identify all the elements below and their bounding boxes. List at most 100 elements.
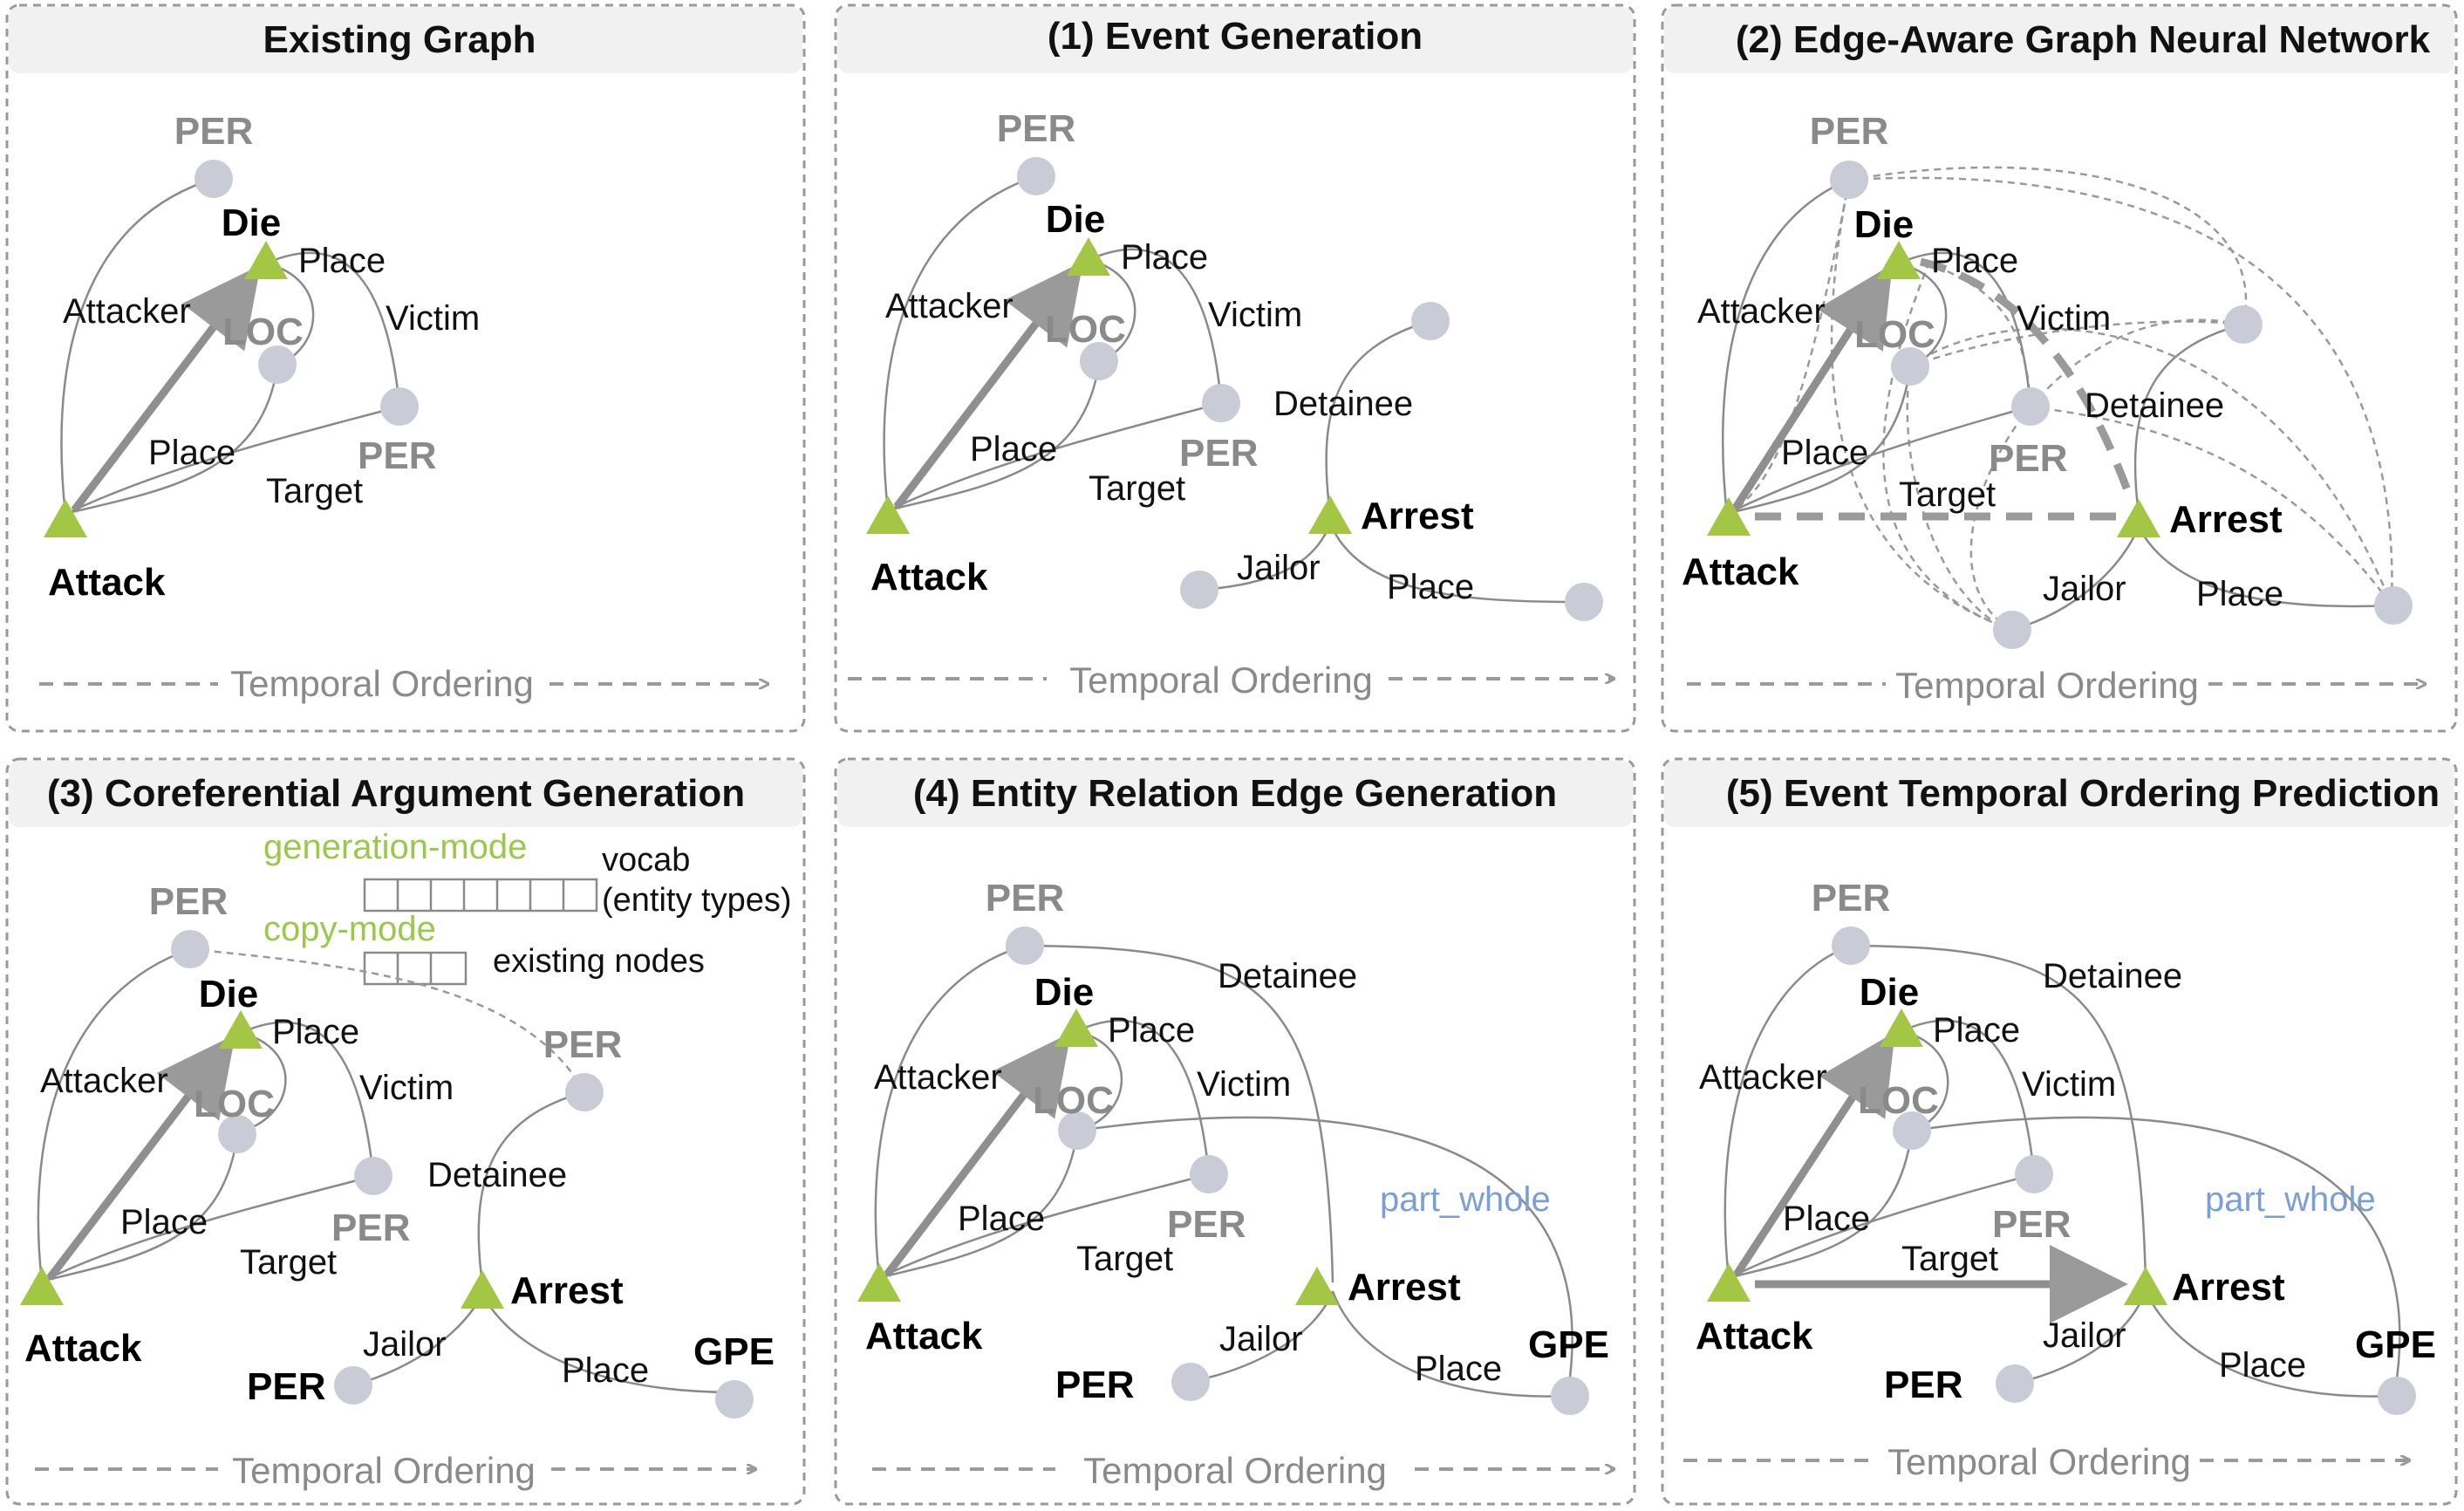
gnn-edge	[2030, 405, 2393, 606]
edge-attack-per	[67, 405, 400, 515]
panel-existing-graph: Existing Graph PER Die Place Attacker Vi…	[5, 3, 806, 733]
type-label-per-top: PER	[986, 877, 1064, 920]
edge-label-place-arrest: Place	[1415, 1350, 1502, 1388]
edge-label-detainee: Detainee	[427, 1156, 567, 1194]
trigger-node-die	[1067, 237, 1110, 276]
entity-types-label: (entity types)	[602, 882, 792, 919]
type-label-per-top: PER	[174, 110, 253, 153]
edge-die-victim	[265, 251, 401, 407]
temporal-label: Temporal Ordering	[230, 663, 534, 704]
type-label-per-jailor: PER	[247, 1365, 325, 1408]
edge-die-victim	[1901, 1019, 2036, 1175]
type-label-per-top: PER	[1810, 110, 1888, 153]
temporal-label: Temporal Ordering	[1895, 665, 2199, 706]
panel-title: (2) Edge-Aware Graph Neural Network	[1736, 18, 2431, 61]
edge-attack-loc	[67, 366, 279, 515]
entity-node-per-top	[1832, 926, 1870, 965]
entity-node-per-right	[2015, 1155, 2053, 1193]
copy-cells	[363, 951, 468, 986]
edge-attack-per	[890, 401, 1222, 511]
edge-label-place-bottom: Place	[1783, 1200, 1870, 1238]
trigger-node-arrest	[2117, 499, 2160, 537]
entity-node-loc	[1893, 1111, 1931, 1150]
edge-label-victim: Victim	[2017, 299, 2111, 338]
panel-title-bar	[837, 761, 1633, 827]
event-edge-attack-die	[1730, 263, 1893, 513]
relation-edge-part-whole	[1076, 1116, 1573, 1391]
trigger-node-arrest	[1308, 496, 1352, 534]
edge-jailor	[1190, 1290, 1334, 1384]
edge-label-detainee: Detainee	[1218, 957, 1357, 995]
edge-attack-loc	[1730, 1132, 1914, 1279]
edge-label-victim: Victim	[386, 299, 480, 338]
panel-border	[834, 757, 1636, 1506]
edge-attack-loc	[880, 1132, 1079, 1279]
event-edge-attack-die	[71, 264, 261, 513]
trigger-node-die	[1880, 1008, 1923, 1047]
panel-title: (5) Event Temporal Ordering Prediction	[1726, 772, 2440, 815]
generation-mode-label: generation-mode	[263, 828, 527, 866]
edge-label-place-top: Place	[1933, 1011, 2020, 1049]
edge-label-detainee: Detainee	[1273, 385, 1413, 423]
trigger-node-attack	[866, 496, 910, 534]
trigger-label-attack: Attack	[1682, 550, 1799, 593]
trigger-node-die	[1877, 241, 1921, 279]
edge-attack-per	[880, 1173, 1210, 1279]
edge-label-attacker: Attacker	[40, 1062, 168, 1100]
type-label-per-right: PER	[1992, 1203, 2071, 1246]
edge-detainee	[477, 1091, 585, 1285]
entity-node-per-top	[1017, 157, 1055, 195]
panel-border	[5, 3, 806, 733]
edge-label-place-bottom: Place	[148, 434, 235, 472]
panel-border	[1661, 3, 2458, 733]
type-label-gpe: GPE	[1528, 1323, 1609, 1366]
temporal-label: Temporal Ordering	[1083, 1450, 1387, 1491]
type-label-loc: LOC	[194, 1083, 275, 1125]
entity-node-per-jailor	[1171, 1363, 1210, 1401]
entity-node-gpe	[1551, 1377, 1589, 1415]
gnn-edge	[1909, 320, 2244, 368]
trigger-label-die: Die	[1860, 971, 1919, 1014]
edge-label-place-top: Place	[272, 1013, 359, 1051]
trigger-node-die	[219, 1010, 263, 1049]
type-label-per-detainee: PER	[543, 1023, 622, 1066]
event-edge-attack-die	[1733, 1031, 1895, 1277]
trigger-label-arrest: Arrest	[2169, 498, 2283, 541]
trigger-label-attack: Attack	[48, 561, 166, 604]
coref-dashed-edge	[189, 947, 586, 1093]
edge-label-attacker: Attacker	[1699, 1058, 1827, 1097]
trigger-label-attack: Attack	[1696, 1315, 1813, 1357]
edge-attack-per	[1728, 405, 2031, 515]
entity-node-per-right	[380, 387, 419, 426]
type-label-loc: LOC	[222, 311, 304, 353]
edge-label-place-top: Place	[1121, 238, 1208, 277]
trigger-label-attack: Attack	[24, 1327, 142, 1370]
entity-node-per-jailor	[1996, 1364, 2034, 1403]
type-label-per-jailor: PER	[1055, 1364, 1134, 1406]
edge-label-attacker: Attacker	[63, 292, 191, 331]
entity-node-per-top	[195, 160, 233, 198]
edge-die-victim	[240, 1021, 375, 1177]
edge-attacker	[874, 944, 1026, 1280]
entity-node-detainee	[1411, 302, 1450, 340]
edge-label-victim: Victim	[359, 1069, 454, 1107]
panel-border	[1661, 757, 2458, 1506]
edge-detainee	[1850, 944, 2147, 1283]
edge-die-victim	[1088, 248, 1223, 404]
panel-edge-aware-gnn: (2) Edge-Aware Graph Neural Network	[1661, 3, 2458, 733]
trigger-label-arrest: Arrest	[510, 1269, 624, 1312]
edge-label-target: Target	[240, 1243, 337, 1282]
trigger-node-attack	[1707, 1263, 1751, 1302]
edge-attack-loc	[1728, 367, 1912, 515]
trigger-label-attack: Attack	[870, 556, 988, 598]
entity-node-jailor	[1993, 611, 2031, 649]
trigger-label-arrest: Arrest	[2172, 1266, 2285, 1309]
edge-label-victim: Victim	[2022, 1065, 2116, 1104]
entity-node-loc	[218, 1115, 256, 1153]
edge-detainee	[2133, 323, 2244, 516]
panel-event-generation: (1) Event Generation PER Die Place Attac…	[834, 3, 1636, 733]
trigger-node-attack	[44, 499, 87, 537]
edge-label-place-top: Place	[1108, 1011, 1195, 1049]
entity-node-place-arrest	[1565, 583, 1603, 621]
